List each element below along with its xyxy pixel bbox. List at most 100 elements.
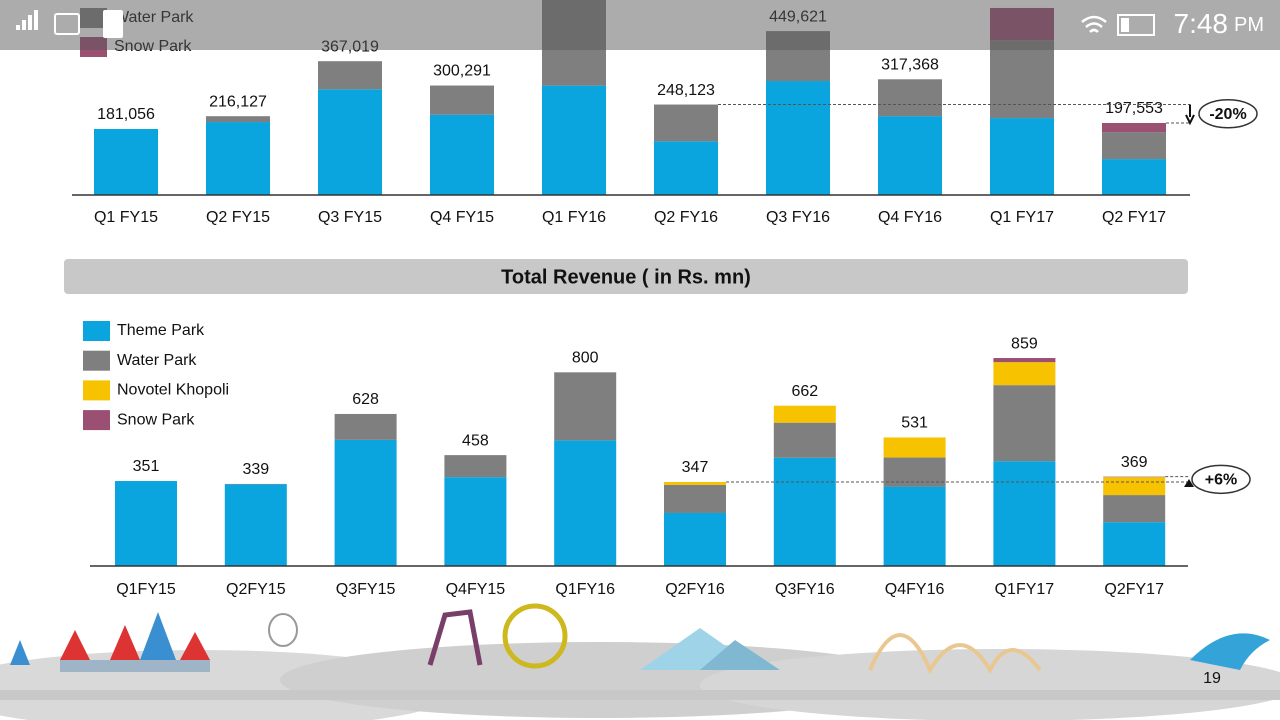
bar-segment bbox=[664, 481, 726, 485]
signal-bar bbox=[16, 25, 20, 30]
bar-segment bbox=[542, 85, 606, 195]
category-label: Q4FY16 bbox=[885, 581, 945, 598]
bar-segment bbox=[94, 128, 158, 195]
annotation: +6% bbox=[1205, 472, 1237, 489]
bar-segment bbox=[554, 440, 617, 566]
bar-segment bbox=[318, 61, 382, 90]
bar-segment bbox=[993, 362, 1056, 386]
category-label: Q1 FY16 bbox=[542, 209, 606, 226]
annotation-bubble bbox=[1191, 464, 1251, 495]
category-label: Q2 FY17 bbox=[1102, 209, 1166, 226]
category-label: Q3 FY16 bbox=[766, 209, 830, 226]
bar-segment bbox=[664, 484, 726, 513]
page-number: 19 bbox=[1203, 670, 1221, 687]
category-label: Q1 FY17 bbox=[990, 209, 1054, 226]
clock-time: 7:48 bbox=[1174, 8, 1229, 39]
bar-segment bbox=[883, 437, 946, 458]
status-bar bbox=[0, 0, 1280, 50]
annotation-bubble bbox=[1198, 99, 1258, 129]
total-label: 347 bbox=[682, 459, 709, 476]
bar-segment bbox=[334, 413, 397, 440]
arrow bbox=[1185, 104, 1195, 126]
bar-segment bbox=[766, 81, 830, 195]
bar-segment bbox=[430, 114, 494, 195]
category-label: Q2 FY15 bbox=[206, 209, 270, 226]
total-label: 662 bbox=[791, 383, 818, 400]
battery-right bbox=[1117, 14, 1155, 36]
battery-left bbox=[103, 10, 123, 38]
bar-segment bbox=[430, 85, 494, 115]
arrow bbox=[1184, 478, 1194, 487]
total-label: 531 bbox=[901, 415, 928, 432]
total-label: 859 bbox=[1011, 335, 1038, 352]
bar-segment bbox=[1103, 495, 1166, 523]
bar-segment bbox=[990, 40, 1054, 119]
chart-title: Total Revenue ( in Rs. mn) bbox=[501, 266, 751, 288]
signal-bar bbox=[22, 20, 26, 30]
total-label: 369 bbox=[1121, 454, 1148, 471]
bar-segment bbox=[878, 79, 942, 117]
total-label: 181,056 bbox=[97, 106, 155, 123]
legend-label: Theme Park bbox=[117, 322, 205, 339]
total-label: 458 bbox=[462, 432, 489, 449]
signal-bar bbox=[34, 10, 38, 30]
image-icon bbox=[54, 13, 80, 35]
legend-label: Water Park bbox=[117, 352, 197, 369]
category-label: Q4 FY15 bbox=[430, 209, 494, 226]
legend-label: Novotel Khopoli bbox=[117, 382, 229, 399]
bar-segment bbox=[773, 457, 836, 566]
legend-swatch bbox=[83, 380, 110, 401]
signal-bar bbox=[28, 15, 32, 30]
category-label: Q4 FY16 bbox=[878, 209, 942, 226]
total-label: 216,127 bbox=[209, 93, 267, 110]
clock-ampm: PM bbox=[1234, 14, 1264, 36]
category-label: Q1FY15 bbox=[116, 581, 176, 598]
bar-segment bbox=[993, 358, 1056, 363]
bar-segment bbox=[1103, 477, 1166, 496]
battery-level bbox=[1121, 18, 1129, 32]
bar-segment bbox=[444, 455, 507, 478]
bar-segment bbox=[224, 484, 287, 566]
clock: 7:48 PM bbox=[1174, 8, 1265, 39]
legend-swatch bbox=[83, 321, 110, 341]
bar-segment bbox=[206, 116, 270, 123]
bar-segment bbox=[773, 422, 836, 458]
total-label: 317,368 bbox=[881, 57, 939, 74]
decoration bbox=[0, 603, 1280, 720]
category-label: Q1 FY15 bbox=[94, 209, 158, 226]
bar-segment bbox=[664, 512, 726, 566]
total-label: 628 bbox=[352, 391, 379, 408]
bar-segment bbox=[318, 89, 382, 195]
category-label: Q2FY16 bbox=[665, 581, 725, 598]
bar-segment bbox=[990, 118, 1054, 195]
category-label: Q3 FY15 bbox=[318, 209, 382, 226]
bar-segment bbox=[993, 461, 1056, 566]
status-icons bbox=[16, 10, 1155, 38]
wifi-icon bbox=[1081, 15, 1107, 33]
bar-segment bbox=[993, 385, 1056, 462]
bar-segment bbox=[773, 405, 836, 423]
total-label: 300,291 bbox=[433, 63, 491, 80]
category-label: Q2FY17 bbox=[1104, 581, 1164, 598]
category-label: Q2FY15 bbox=[226, 581, 286, 598]
legend-swatch bbox=[83, 350, 110, 371]
category-label: Q1FY17 bbox=[995, 581, 1055, 598]
total-label: 248,123 bbox=[657, 82, 715, 99]
legend-label: Snow Park bbox=[117, 411, 195, 428]
title-bar bbox=[64, 259, 1188, 294]
legend-swatch bbox=[83, 410, 110, 431]
bar-segment bbox=[554, 372, 617, 441]
category-label: Q4FY15 bbox=[446, 581, 506, 598]
bar-segment bbox=[883, 486, 946, 566]
total-label: 800 bbox=[572, 350, 599, 367]
bar-segment bbox=[878, 116, 942, 195]
annotation: -20% bbox=[1209, 106, 1246, 123]
bar-segment bbox=[115, 481, 177, 566]
category-label: Q1FY16 bbox=[555, 581, 615, 598]
category-label: Q2 FY16 bbox=[654, 209, 718, 226]
category-label: Q3FY15 bbox=[336, 581, 396, 598]
bar-segment bbox=[654, 141, 718, 195]
total-label: 351 bbox=[133, 458, 160, 475]
